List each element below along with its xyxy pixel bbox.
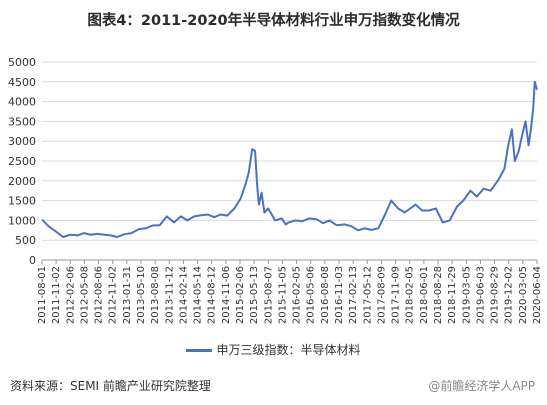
x-tick-label: 2017-05-12 xyxy=(362,266,373,324)
grid xyxy=(42,61,537,261)
line-chart: 0 500 1000 1500 2000 2500 3000 3500 4000 4500 5000… xyxy=(8,56,543,324)
y-tick-label: 1500 xyxy=(8,195,36,208)
x-tick-label: 2016-05-06 xyxy=(306,266,317,324)
y-tick-label: 500 xyxy=(15,234,36,247)
x-tick-label: 2012-08-06 xyxy=(94,266,105,324)
brand-watermark: @前瞻经济学人APP xyxy=(428,379,535,393)
chart-title: 图表4：2011-2020年半导体材料行业申万指数变化情况 xyxy=(87,13,460,29)
x-tick-label: 2014-02-14 xyxy=(178,266,189,324)
x-tick-label: 2019-06-03 xyxy=(475,266,486,324)
x-tick-label: 2019-03-05 xyxy=(461,266,472,324)
x-tick-label: 2020-06-04 xyxy=(532,266,543,324)
y-tick-label: 4500 xyxy=(8,76,36,89)
x-tick-label: 2020-03-05 xyxy=(518,266,529,324)
x-axis: 2011-08-01 2011-11-02 2012-02-06 2012-05-08… xyxy=(37,259,543,324)
x-tick-label: 2017-11-09 xyxy=(391,266,402,324)
x-tick-label: 2012-11-02 xyxy=(108,266,119,324)
x-tick-label: 2012-05-08 xyxy=(79,266,90,324)
x-tick-label: 2013-05-10 xyxy=(136,266,147,324)
legend-label: 申万三级指数：半导体材料 xyxy=(216,343,361,357)
x-tick-label: 2015-05-13 xyxy=(249,266,260,324)
x-tick-label: 2016-08-08 xyxy=(320,266,331,324)
y-tick-label: 2500 xyxy=(8,155,36,168)
x-tick-label: 2019-08-29 xyxy=(490,266,501,324)
legend: 申万三级指数：半导体材料 xyxy=(0,341,547,358)
x-tick-label: 2019-12-02 xyxy=(504,266,515,324)
series xyxy=(41,80,538,238)
x-tick-label: 2016-11-03 xyxy=(334,266,345,324)
x-tick-label: 2014-11-06 xyxy=(221,266,232,324)
y-tick-label: 2000 xyxy=(8,175,36,188)
x-tick-label: 2014-05-14 xyxy=(193,266,204,324)
x-tick-label: 2018-06-01 xyxy=(419,266,430,324)
x-tick-label: 2015-08-07 xyxy=(263,266,274,324)
y-tick-label: 3500 xyxy=(8,115,36,128)
x-tick-label: 2013-11-12 xyxy=(164,266,175,324)
source-note: 资料来源：SEMI 前瞻产业研究院整理 xyxy=(10,379,211,393)
x-tick-label: 2016-02-05 xyxy=(292,266,303,324)
x-tick-label: 2013-08-08 xyxy=(150,266,161,324)
y-tick-label: 3000 xyxy=(8,135,36,148)
x-tick-label: 2017-02-13 xyxy=(348,266,359,324)
x-tick-label: 2011-11-02 xyxy=(51,266,62,324)
x-tick-label: 2015-11-05 xyxy=(277,266,288,324)
x-tick-label: 2015-02-06 xyxy=(235,266,246,324)
x-tick-label: 2018-08-28 xyxy=(433,266,444,324)
x-tick-label: 2013-01-31 xyxy=(122,266,133,324)
x-tick-label: 2017-08-09 xyxy=(376,266,387,324)
y-tick-label: 4000 xyxy=(8,96,36,109)
y-tick-label: 0 xyxy=(29,254,36,267)
y-tick-label: 1000 xyxy=(8,214,36,227)
legend-swatch xyxy=(186,349,213,352)
y-axis: 0 500 1000 1500 2000 2500 3000 3500 4000 4500 5000 xyxy=(8,56,36,267)
series-line xyxy=(41,80,538,238)
x-tick-label: 2014-08-12 xyxy=(207,266,218,324)
x-tick-label: 2018-02-05 xyxy=(405,266,416,324)
x-tick-label: 2018-11-29 xyxy=(447,266,458,324)
x-tick-label: 2012-02-06 xyxy=(65,266,76,324)
y-tick-label: 5000 xyxy=(8,56,36,69)
x-tick-label: 2011-08-01 xyxy=(37,266,48,324)
